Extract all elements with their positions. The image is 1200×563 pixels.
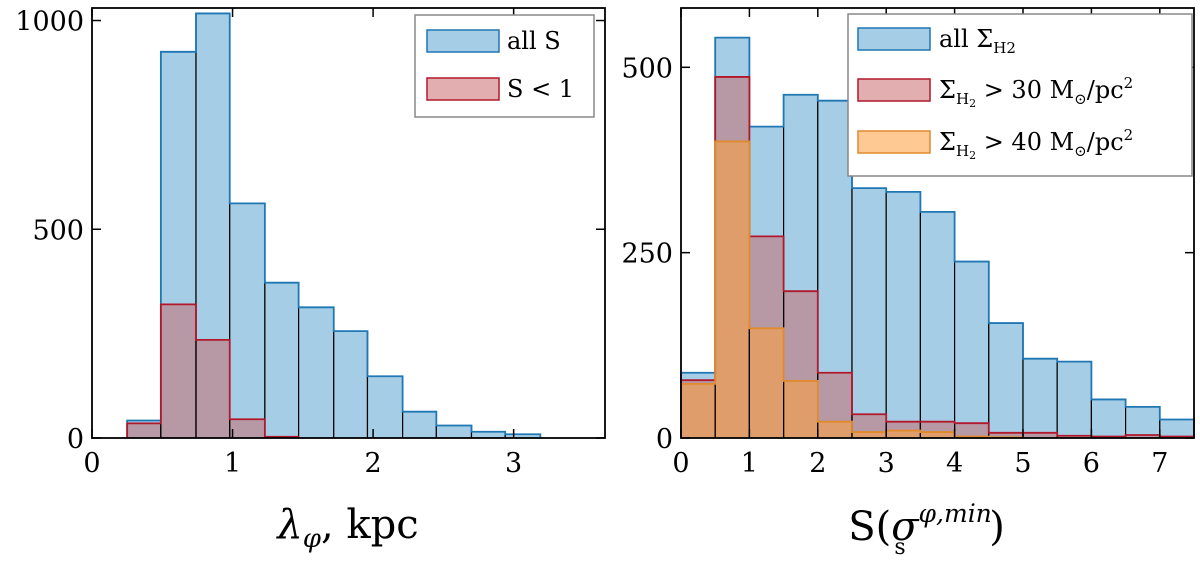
right-bar-s2-0	[681, 383, 716, 438]
legend-swatch-sigma-40	[857, 130, 931, 154]
left-ytick-label-0: 0	[67, 424, 84, 455]
right-plot-frame	[680, 7, 1195, 439]
left-ticks: 0 1 2 3 0 500 1000	[15, 7, 605, 479]
left-xtick-label-3: 3	[505, 448, 522, 479]
right-bar-s2-1	[715, 141, 750, 438]
right-bar-s1-10	[1023, 432, 1058, 438]
left-bar-s0-8	[402, 411, 437, 438]
legend-label-sigma-40: ΣH2 > 40 M⊙/pc2	[939, 126, 1133, 162]
left-bar-s1-1	[160, 304, 197, 438]
left-ytick-label-1000: 1000	[15, 7, 84, 38]
left-bar-s0-9	[436, 425, 472, 438]
right-bar-s1-8	[954, 423, 989, 438]
left-bars	[126, 12, 542, 438]
right-bar-s2-5	[852, 432, 887, 438]
left-bar-s0-4	[264, 282, 299, 438]
legend-label-all-s: all S	[507, 27, 561, 55]
left-histogram-panel: 0 1 2 3 0 500 1000 λφ, kpc all S S < 1	[15, 7, 606, 554]
right-bar-s2-2	[749, 328, 784, 438]
left-bar-s0-6	[333, 331, 368, 438]
left-bar-s0-7	[367, 376, 403, 438]
right-xtick-label-4: 4	[946, 448, 963, 479]
right-bar-s2-7	[920, 432, 955, 438]
legend-swatch-all-s	[426, 29, 500, 53]
right-ytick-label-250: 250	[621, 239, 673, 270]
left-xtick-label-0: 0	[83, 448, 100, 479]
legend-label-sigma-30: ΣH2 > 30 M⊙/pc2	[939, 74, 1133, 110]
right-bar-s0-13	[1125, 406, 1160, 438]
left-bar-s1-0	[127, 423, 161, 438]
right-bar-s0-5	[852, 188, 887, 438]
right-series-outline-0	[680, 36, 1195, 438]
left-legend: all S S < 1	[414, 14, 595, 118]
right-xtick-label-1: 1	[741, 448, 758, 479]
legend-label-s-lt-1: S < 1	[507, 75, 574, 103]
left-bar-s1-2	[196, 339, 230, 438]
right-bar-s0-9	[988, 323, 1023, 438]
left-x-axis-label: λφ, kpc	[275, 502, 418, 554]
left-bar-s0-10	[471, 431, 506, 438]
right-xtick-label-5: 5	[1014, 448, 1031, 479]
right-bar-s0-14	[1159, 419, 1194, 438]
right-bar-s0-11	[1057, 361, 1092, 438]
left-ytick-label-500: 500	[32, 215, 84, 246]
legend-label-all-sigma: all ΣH2	[939, 25, 1016, 57]
right-bar-s1-9	[988, 432, 1023, 438]
right-xtick-label-7: 7	[1151, 448, 1168, 479]
left-plot-frame	[91, 7, 606, 439]
right-ytick-label-0: 0	[656, 424, 673, 455]
right-bars	[680, 36, 1195, 439]
right-xtick-label-0: 0	[672, 448, 689, 479]
right-ticks: 0 1 2 3 4 5 6 7 0 250 500	[621, 8, 1194, 479]
right-series-outline-2	[680, 140, 1024, 439]
legend-swatch-sigma-30	[857, 78, 931, 102]
right-bar-s0-6	[886, 191, 921, 438]
left-bar-s1-3	[229, 419, 265, 438]
right-bar-s1-13	[1125, 435, 1160, 438]
left-xtick-label-2: 2	[365, 448, 382, 479]
left-bar-s0-5	[298, 307, 334, 438]
left-series-outline-0	[126, 12, 542, 438]
left-bar-s0-3	[229, 203, 265, 438]
right-xtick-label-6: 6	[1083, 448, 1100, 479]
right-bar-s0-8	[954, 261, 989, 438]
right-bar-s1-11	[1057, 435, 1092, 438]
right-legend: all ΣH2 ΣH2 > 30 M⊙/pc2 ΣH2 > 40 M⊙/pc2	[847, 13, 1193, 177]
left-series-outline-1	[126, 303, 300, 438]
right-histogram-panel: 0 1 2 3 4 5 6 7 0 250 500 S(σφ,min s) all ΣH2 ΣH2 >…	[621, 7, 1195, 560]
right-bar-s0-12	[1091, 399, 1126, 438]
legend-swatch-all-sigma	[857, 27, 931, 51]
left-bar-s0-11	[505, 434, 541, 438]
right-bar-s2-6	[886, 430, 921, 438]
right-bar-s2-3	[783, 380, 818, 438]
right-x-axis-label: S(σφ,min s)	[848, 499, 1005, 560]
right-xtick-label-3: 3	[878, 448, 895, 479]
right-bar-s2-4	[817, 421, 852, 438]
left-xtick-label-1: 1	[224, 448, 241, 479]
right-ytick-label-500: 500	[621, 53, 673, 84]
right-xtick-label-2: 2	[809, 448, 826, 479]
right-bar-s0-10	[1023, 358, 1058, 438]
right-bar-s0-7	[920, 211, 955, 438]
legend-swatch-s-lt-1	[426, 77, 500, 101]
